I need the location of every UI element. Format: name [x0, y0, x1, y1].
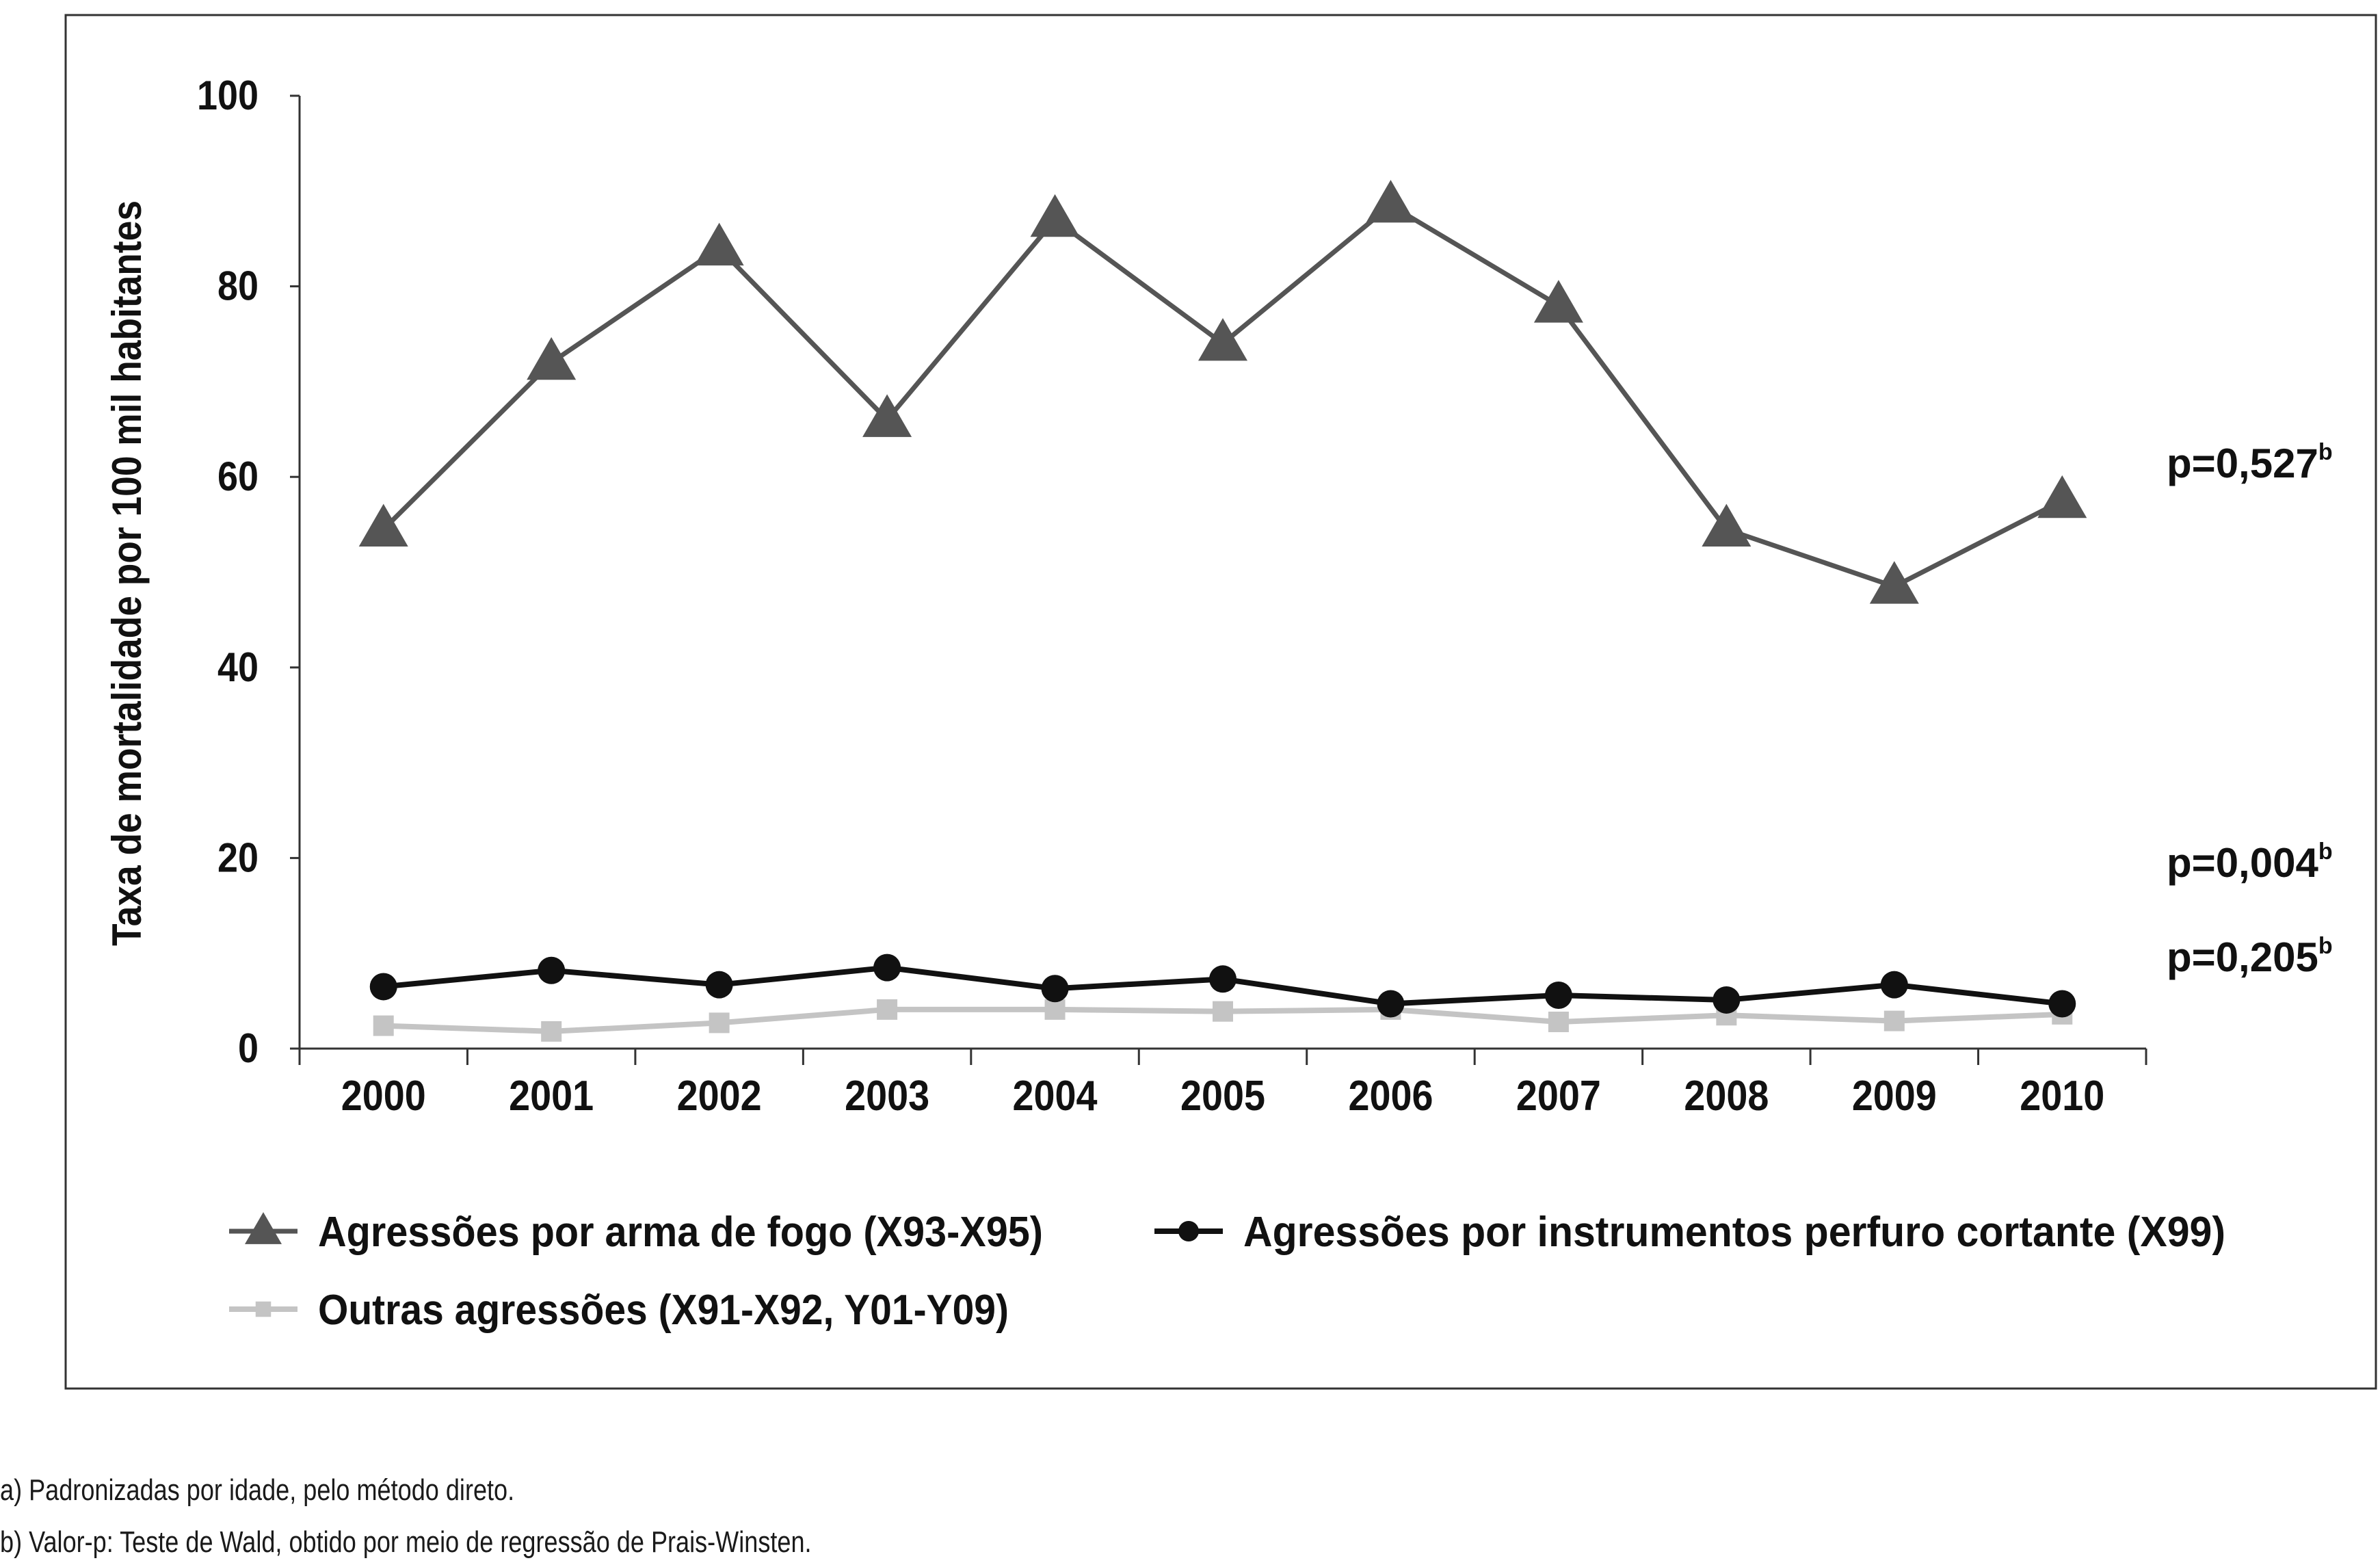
data-point [1044, 999, 1066, 1020]
series-triangle [358, 179, 2087, 604]
axes: 0 20 40 60 80 100 2000 2001 2002 2003 2004 2005 2006… [104, 73, 2147, 1120]
legend-label: Outras agressões (X91-X92, Y01-Y09) [318, 1287, 1009, 1334]
data-point [2037, 475, 2087, 518]
legend-item: Outras agressões (X91-X92, Y01-Y09) [229, 1287, 1009, 1334]
data-point [538, 956, 566, 984]
legend-marker [1178, 1221, 1199, 1241]
x-tick-label: 2000 [341, 1073, 426, 1120]
data-point [1533, 280, 1583, 323]
x-tick-label: 2001 [509, 1073, 594, 1120]
legend-marker [255, 1301, 272, 1317]
data-point [873, 954, 901, 982]
footnote-a: a) Padronizadas por idade, pelo método d… [0, 1473, 515, 1507]
p-value-text: p=0,205 [2167, 934, 2318, 980]
x-tick-label: 2009 [1852, 1073, 1937, 1120]
data-point [1030, 194, 1080, 237]
data-point [1713, 986, 1741, 1014]
data-point [1209, 965, 1237, 993]
series-circle [369, 954, 2076, 1018]
legend: Agressões por arma de fogo (X93-X95) Agre… [229, 1209, 2225, 1334]
legend-marker [245, 1212, 282, 1244]
footnote-b: b) Valor-p: Teste de Wald, obtido por me… [0, 1525, 812, 1559]
data-point [1544, 981, 1572, 1009]
y-tick-label: 80 [217, 263, 259, 309]
x-tick-label: 2007 [1516, 1073, 1601, 1120]
p-value-superscript: b [2318, 839, 2333, 865]
x-tick-label: 2008 [1684, 1073, 1769, 1120]
data-point [527, 337, 577, 380]
legend-label: Agressões por arma de fogo (X93-X95) [318, 1209, 1043, 1256]
data-point [877, 999, 898, 1020]
y-axis-title: Taxa de mortalidade por 100 mil habitant… [104, 200, 150, 946]
data-point [1869, 561, 1919, 604]
x-tick-label: 2002 [677, 1073, 762, 1120]
data-point [358, 503, 408, 547]
data-point [709, 1012, 730, 1034]
p-value-label: p=0,004b [2167, 839, 2333, 886]
legend-label: Agressões por instrumentos perfuro corta… [1243, 1209, 2225, 1256]
data-point [862, 394, 912, 437]
y-tick-label: 100 [197, 73, 259, 118]
p-value-superscript: b [2318, 439, 2333, 465]
y-tick-label: 60 [217, 453, 259, 499]
y-tick-label: 20 [217, 834, 259, 880]
data-point [2048, 990, 2076, 1018]
y-tick-label: 40 [217, 644, 259, 690]
x-tick-label: 2010 [2020, 1073, 2104, 1120]
data-point [1213, 1001, 1233, 1022]
y-tick-label: 0 [238, 1025, 259, 1071]
data-point [1702, 503, 1751, 547]
series-layer [358, 179, 2087, 1042]
data-point [1883, 1010, 1905, 1031]
x-tick-label: 2005 [1180, 1073, 1265, 1120]
p-value-text: p=0,004 [2167, 840, 2318, 886]
p-value-label: p=0,205b [2167, 933, 2333, 980]
data-point [373, 1015, 394, 1036]
p-value-text: p=0,527 [2167, 440, 2318, 486]
x-tick-label: 2004 [1013, 1073, 1098, 1120]
data-point [694, 222, 744, 266]
legend-item: Agressões por instrumentos perfuro corta… [1154, 1209, 2225, 1256]
data-point [1041, 975, 1069, 1003]
chart-frame [64, 14, 2377, 1390]
data-point [1880, 971, 1908, 999]
data-point [369, 973, 397, 1001]
legend-item: Agressões por arma de fogo (X93-X95) [229, 1209, 1043, 1256]
data-point [1198, 317, 1247, 361]
data-point [1548, 1011, 1569, 1032]
p-value-superscript: b [2318, 933, 2333, 959]
x-tick-label: 2003 [845, 1073, 929, 1120]
data-point [541, 1021, 562, 1042]
x-tick-label: 2006 [1348, 1073, 1433, 1120]
data-point [1366, 179, 1416, 223]
data-point [1377, 990, 1405, 1018]
p-value-label: p=0,527b [2167, 439, 2333, 486]
data-point [705, 971, 733, 999]
